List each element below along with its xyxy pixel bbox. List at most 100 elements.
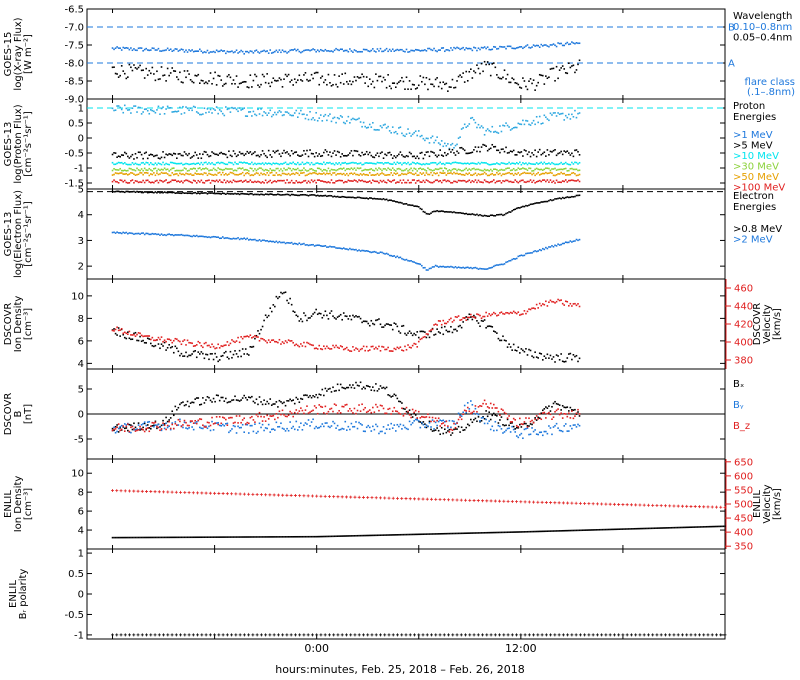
data-point [295, 396, 298, 399]
data-point [503, 431, 506, 433]
data-point [356, 427, 359, 430]
data-point [479, 126, 481, 129]
data-point [503, 339, 506, 342]
data-point [223, 179, 226, 181]
data-point [545, 167, 547, 169]
data-point [306, 423, 308, 425]
data-point [195, 162, 198, 165]
data-point [166, 105, 169, 108]
data-point [463, 174, 466, 176]
data-point [267, 193, 270, 196]
data-point [254, 113, 256, 116]
data-point [427, 333, 429, 335]
data-point [251, 192, 253, 195]
data-point [289, 340, 291, 342]
data-point [465, 410, 468, 412]
data-point [208, 192, 210, 194]
data-point [531, 427, 533, 429]
data-point [203, 426, 206, 428]
data-point [546, 162, 549, 165]
data-point [388, 180, 391, 183]
data-point [116, 46, 118, 48]
data-point [293, 194, 296, 196]
data-point [241, 108, 244, 111]
data-point [113, 163, 115, 166]
data-point [123, 191, 126, 194]
data-point [182, 181, 184, 184]
data-point [176, 192, 178, 194]
data-point [430, 212, 432, 215]
data-point [391, 82, 394, 84]
data-point [267, 536, 270, 538]
data-point [327, 246, 330, 248]
data-point [396, 154, 399, 157]
data-point [296, 429, 299, 431]
data-point [450, 181, 452, 184]
data-point [440, 326, 443, 329]
data-point [356, 150, 359, 153]
data-point [416, 419, 419, 421]
data-point [330, 163, 333, 165]
data-point [492, 403, 495, 406]
data-point [316, 49, 319, 51]
data-point [166, 536, 169, 539]
data-point [336, 412, 339, 414]
data-point [548, 172, 550, 174]
data-point [492, 146, 495, 148]
data-point [169, 346, 172, 349]
data-point [460, 212, 463, 214]
data-point [370, 411, 373, 414]
data-point [327, 50, 330, 52]
data-point [451, 148, 454, 151]
data-point [489, 428, 492, 431]
data-point [137, 66, 140, 69]
data-point [255, 172, 258, 174]
data-point [390, 422, 392, 425]
data-point [113, 536, 115, 539]
data-point [416, 180, 419, 182]
data-point [241, 181, 244, 183]
data-point [237, 192, 239, 195]
data-point [293, 344, 296, 347]
data-point [251, 115, 253, 117]
data-point [526, 169, 529, 172]
data-point [329, 245, 331, 248]
data-point [408, 132, 411, 135]
data-point [251, 336, 253, 339]
data-point [113, 48, 115, 51]
data-point [391, 410, 394, 413]
data-point [307, 342, 310, 345]
data-point [417, 340, 420, 343]
data-point [483, 168, 486, 171]
data-point [332, 152, 334, 154]
data-point [200, 418, 203, 421]
data-point [470, 117, 472, 120]
data-point [381, 151, 383, 153]
data-point [447, 425, 449, 427]
data-point [208, 52, 210, 54]
data-point [577, 63, 579, 66]
data-point [473, 119, 475, 121]
data-point [183, 339, 186, 341]
data-point [270, 81, 273, 84]
data-point [307, 535, 310, 538]
data-point [202, 352, 204, 355]
data-point [154, 154, 157, 157]
data-point [198, 82, 201, 84]
data-point [482, 315, 484, 318]
data-point [512, 425, 515, 428]
data-point [417, 49, 420, 51]
data-point [396, 161, 399, 164]
data-point [479, 181, 481, 183]
data-point [494, 145, 497, 148]
data-point [546, 172, 549, 175]
data-point [479, 420, 481, 423]
data-point [159, 234, 161, 237]
data-point [520, 168, 523, 170]
data-point [398, 412, 400, 414]
data-point [307, 49, 310, 51]
data-point [532, 163, 535, 165]
data-point [114, 431, 117, 434]
data-point [575, 194, 578, 197]
legend-entry: >100 MeV [733, 183, 785, 194]
